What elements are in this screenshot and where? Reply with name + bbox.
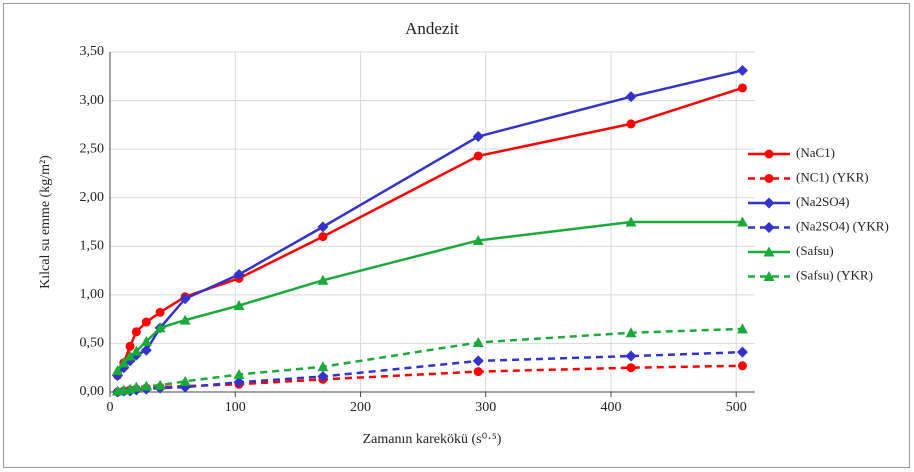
data-point [118,357,130,368]
data-point [625,350,637,362]
x-tick-label: 200 [350,400,371,415]
data-point [626,119,636,129]
legend-marker [763,271,775,281]
data-point [124,350,136,361]
legend-marker [763,222,775,233]
x-tick-label: 100 [225,400,246,415]
data-point [472,234,484,245]
data-point [736,216,748,227]
data-point [625,216,637,227]
data-point [737,83,747,93]
data-point [130,345,142,356]
legend-label: (Na2SO4) [796,194,849,209]
legend-marker [764,149,774,159]
series-line [117,350,743,394]
data-point [179,375,191,386]
data-point [233,300,245,311]
data-point [625,327,637,338]
data-point [179,293,191,305]
data-point [317,221,329,233]
data-point [736,346,748,358]
data-point [317,361,329,372]
data-point [472,131,484,143]
data-point [318,232,328,242]
data-point [140,380,152,391]
y-tick-label: 2,50 [80,141,105,156]
data-point [317,370,329,382]
y-tick-label: 0,00 [80,384,105,399]
data-point [131,327,141,337]
data-point [154,379,166,390]
legend-marker [763,246,775,257]
y-tick-label: 3,00 [80,93,105,108]
legend-label: (Safsu) [796,243,834,258]
data-point [317,274,329,285]
data-point [179,314,191,325]
data-point [626,363,636,373]
y-tick-label: 1,50 [80,239,105,254]
data-point [473,367,483,377]
y-tick-label: 0,50 [80,336,105,351]
data-point [472,336,484,347]
legend-label: (NaC1) [796,145,835,160]
data-point [140,344,152,356]
chart-border [3,3,910,468]
data-point [233,369,245,380]
chart-title: Andezit [405,19,459,38]
data-point [130,381,142,392]
x-tick-label: 300 [475,400,496,415]
data-point [736,323,748,334]
data-point [472,355,484,367]
legend-label: (Safsu) (YKR) [796,267,873,282]
y-axis-label: Kılcal su emme (kg/m²) [38,155,53,289]
y-tick-label: 2,00 [80,190,105,205]
y-tick-label: 3,50 [80,44,105,59]
x-tick-label: 400 [600,400,621,415]
legend-marker [763,197,775,209]
data-point [625,91,637,103]
x-tick-label: 0 [107,400,114,415]
data-point [125,341,135,351]
y-tick-label: 1,00 [80,287,105,302]
legend-label: (Na2SO4) (YKR) [796,218,889,233]
x-tick-label: 500 [726,400,747,415]
data-point [473,151,483,161]
data-point [736,64,748,76]
data-point [112,365,124,376]
data-point [233,376,245,388]
series-line [117,327,743,393]
data-point [737,361,747,371]
legend-label: (NC1) (YKR) [796,169,869,184]
data-point [155,307,165,317]
series-line [117,364,743,394]
data-point [233,268,245,280]
data-point [140,335,152,346]
legend-marker [764,174,774,183]
data-point [141,317,151,327]
data-point [154,322,166,333]
x-axis-label: Zamanın karekökü (s⁰·⁵) [363,432,502,447]
